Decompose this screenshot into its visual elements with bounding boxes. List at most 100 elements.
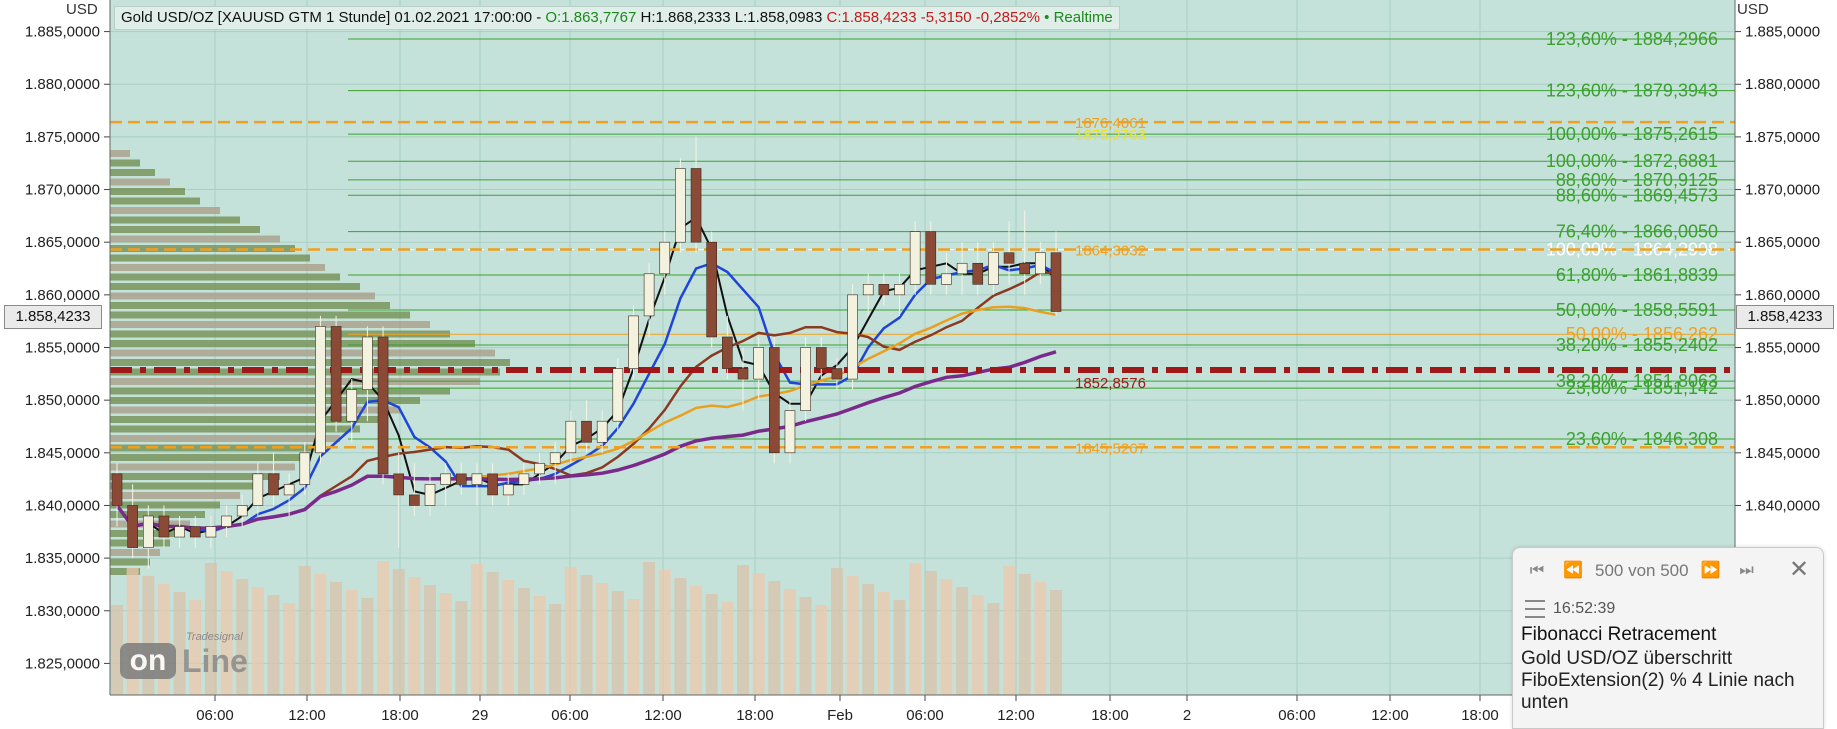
- volume-bar: [862, 584, 875, 695]
- candle-body[interactable]: [894, 284, 905, 296]
- fibonacci-label: 38,20% - 1851,8063: [1556, 371, 1718, 391]
- candle-body[interactable]: [659, 241, 671, 275]
- candle-body[interactable]: [612, 368, 624, 422]
- candle-body[interactable]: [315, 326, 326, 454]
- candle-body[interactable]: [455, 473, 467, 485]
- candle-body[interactable]: [158, 515, 170, 538]
- candle-body[interactable]: [815, 347, 827, 369]
- candle-body[interactable]: [143, 515, 154, 548]
- candle-body[interactable]: [722, 336, 733, 369]
- candle-body[interactable]: [956, 262, 968, 275]
- volume-profile-bar: [110, 406, 400, 414]
- candle-body[interactable]: [878, 284, 890, 296]
- candle-body[interactable]: [753, 347, 764, 380]
- candle-body[interactable]: [988, 252, 999, 285]
- candle-body[interactable]: [690, 168, 702, 243]
- volume-bar: [956, 587, 969, 695]
- fibonacci-label: 76,40% - 1866,0050: [1556, 222, 1718, 242]
- candle-body[interactable]: [189, 526, 201, 538]
- candle-body[interactable]: [330, 326, 342, 422]
- next-alert-icon[interactable]: ⏩: [1700, 562, 1721, 579]
- candle-body[interactable]: [737, 368, 749, 380]
- y-tick-label-left: 1.835,0000: [25, 550, 100, 567]
- candle-body[interactable]: [706, 241, 718, 338]
- candle-body[interactable]: [941, 273, 952, 285]
- candle-body[interactable]: [377, 336, 389, 475]
- candle-body[interactable]: [393, 473, 405, 496]
- candle-body[interactable]: [831, 368, 843, 380]
- candle-body[interactable]: [1050, 252, 1062, 312]
- volume-bar: [752, 573, 765, 695]
- candle-body[interactable]: [424, 484, 436, 506]
- candle-body[interactable]: [925, 231, 937, 285]
- candle-body[interactable]: [502, 484, 514, 496]
- candle-body[interactable]: [909, 231, 921, 285]
- candle-body[interactable]: [643, 273, 655, 317]
- candle-body[interactable]: [1003, 252, 1015, 264]
- last-alert-icon[interactable]: ⏭: [1739, 562, 1754, 579]
- candle-body[interactable]: [518, 473, 530, 485]
- previous-alert-icon[interactable]: ⏪: [1563, 562, 1583, 579]
- x-tick-label: 12:00: [1371, 707, 1409, 724]
- candle-body[interactable]: [409, 494, 420, 506]
- instrument-name: Gold USD/OZ [XAUUSD GTM 1 Stunde] 01.02.…: [121, 9, 542, 26]
- candle-body[interactable]: [596, 420, 608, 443]
- fibonacci-label: 123,60% - 1884,2966: [1546, 29, 1718, 49]
- candle-body[interactable]: [471, 473, 483, 485]
- volume-profile-bar: [110, 397, 420, 404]
- volume-bar: [314, 574, 327, 695]
- candle-body[interactable]: [1019, 262, 1031, 275]
- volume-profile-bar: [110, 435, 340, 442]
- candle-body[interactable]: [1035, 252, 1046, 275]
- volume-bar: [987, 603, 1000, 695]
- alert-panel: ⏮ ⏪ 500 von 500 ⏩ ⏭ ✕ 16:52:39 Fibonacci…: [1512, 547, 1824, 729]
- candle-body[interactable]: [205, 526, 217, 538]
- candle-body[interactable]: [221, 515, 232, 527]
- volume-bar: [940, 579, 953, 695]
- logo-line: Line: [182, 643, 248, 679]
- candle-body[interactable]: [565, 420, 577, 454]
- close-icon[interactable]: ✕: [1788, 556, 1810, 583]
- y-tick-label-left: 1.885,0000: [25, 24, 100, 41]
- candle-body[interactable]: [252, 473, 264, 506]
- x-tick-label: 06:00: [906, 707, 944, 724]
- candle-body[interactable]: [972, 262, 984, 285]
- candle-body[interactable]: [111, 473, 123, 506]
- candle-body[interactable]: [283, 484, 295, 496]
- candle-body[interactable]: [847, 294, 858, 380]
- candle-body[interactable]: [768, 347, 780, 454]
- candle-body[interactable]: [440, 473, 451, 485]
- candle-body[interactable]: [675, 168, 686, 243]
- candle-body[interactable]: [862, 284, 874, 296]
- candle-body[interactable]: [236, 505, 248, 517]
- candle-body[interactable]: [362, 336, 373, 390]
- y-tick-label-left: 1.875,0000: [25, 129, 100, 146]
- candle-body[interactable]: [800, 347, 811, 411]
- fibonacci-label: 23,60% - 1846,308: [1566, 429, 1718, 449]
- candle-body[interactable]: [581, 420, 592, 443]
- volume-bar: [893, 600, 906, 695]
- candle-body[interactable]: [534, 463, 545, 475]
- candle-body[interactable]: [346, 389, 358, 422]
- y-tick-label-left: 1.870,0000: [25, 182, 100, 199]
- candle-body[interactable]: [487, 473, 498, 496]
- menu-icon[interactable]: [1525, 600, 1545, 618]
- y-tick-label-left: 1.850,0000: [25, 392, 100, 409]
- volume-profile-bar: [110, 150, 130, 157]
- candle-body[interactable]: [549, 452, 561, 464]
- y-tick-label-right: 1.850,0000: [1745, 392, 1820, 409]
- candle-body[interactable]: [268, 473, 279, 496]
- first-alert-icon[interactable]: ⏮: [1529, 562, 1545, 579]
- volume-bar: [877, 592, 890, 695]
- y-tick-label-right: 1.840,0000: [1745, 497, 1820, 514]
- candle-body[interactable]: [628, 315, 639, 369]
- x-tick-label: 12:00: [997, 707, 1035, 724]
- candle-body[interactable]: [299, 452, 311, 485]
- candle-body[interactable]: [174, 526, 185, 538]
- volume-bar: [283, 603, 296, 695]
- candle-body[interactable]: [127, 505, 138, 548]
- price-annotation: 1845,5267: [1075, 440, 1146, 457]
- candle-body[interactable]: [784, 410, 796, 454]
- volume-profile-bar: [110, 492, 240, 499]
